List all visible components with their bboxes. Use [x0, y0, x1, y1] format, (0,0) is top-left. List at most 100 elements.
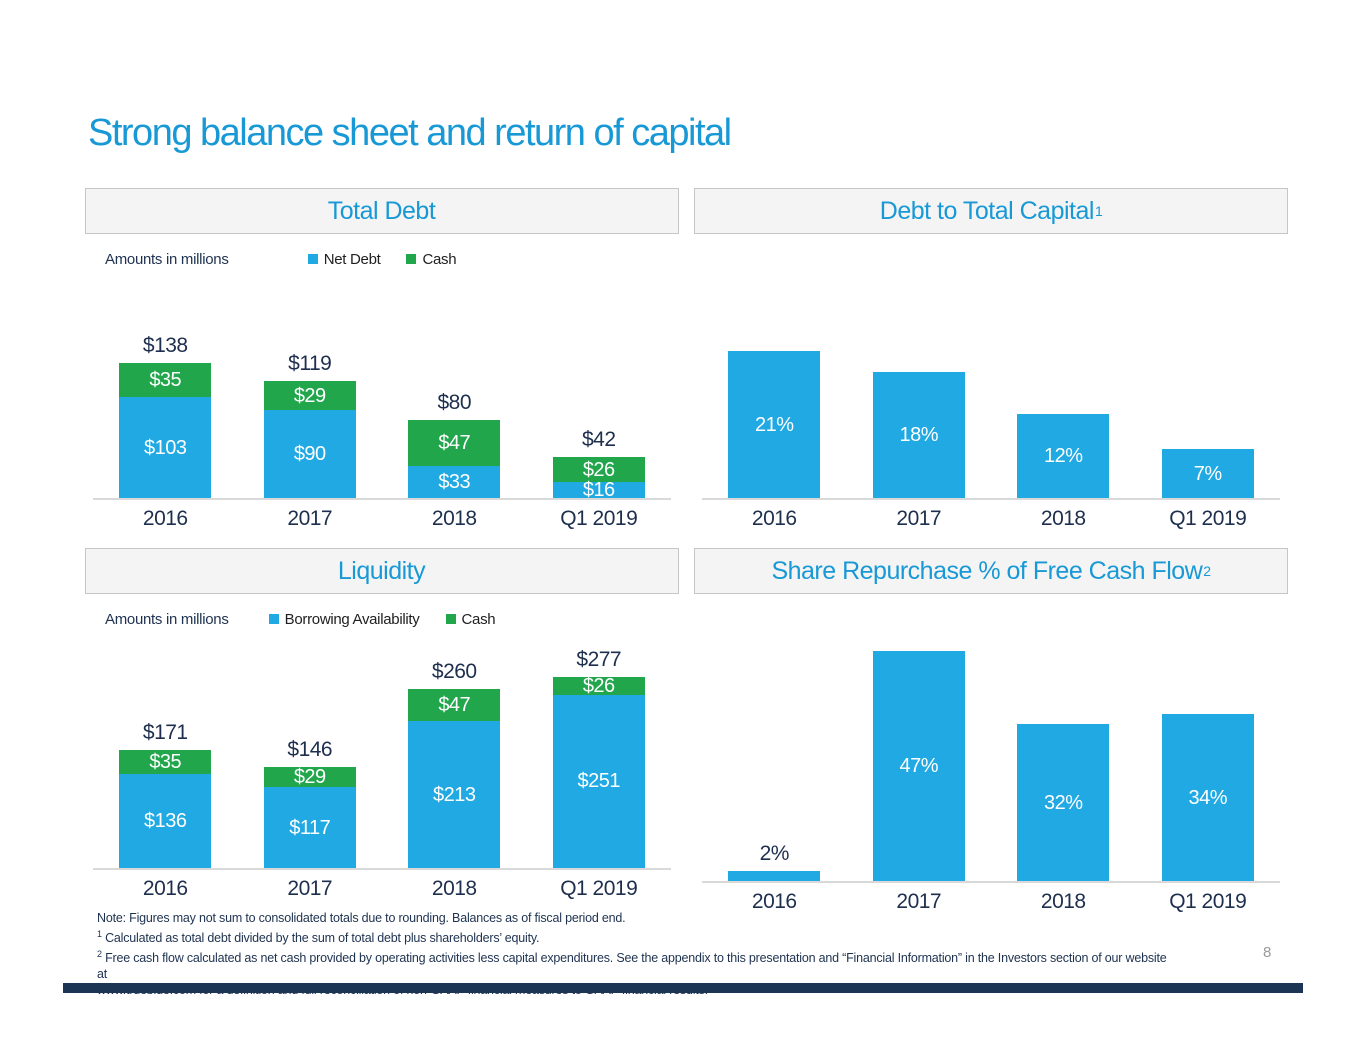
- panel-total-debt: Total Debt Amounts in millions Net Debt …: [85, 188, 679, 531]
- bar-value-label: 47%: [899, 754, 939, 777]
- debt-to-total-capital-x-axis: 2016 2017 2018 Q1 2019: [702, 500, 1280, 531]
- share-repurchase-x-axis: 2016 2017 2018 Q1 2019: [702, 883, 1280, 914]
- bar: $26 $251: [552, 676, 645, 868]
- x-axis-label: 2016: [751, 890, 797, 913]
- bar-group: 47%: [847, 650, 992, 881]
- bar-group: $42 $26 $16: [527, 427, 672, 502]
- bar-segment: $35: [119, 750, 212, 775]
- bar-segment: $251: [552, 694, 645, 868]
- bar-segment-value-label: $251: [577, 770, 621, 793]
- bar-group: 12%: [991, 414, 1136, 498]
- bar-segment: $136: [119, 774, 212, 868]
- bar: $47 $213: [408, 688, 501, 868]
- footnote-2-marker: 2: [97, 949, 102, 960]
- legend-item-cash: Cash: [406, 250, 457, 268]
- bar: $47 $33: [408, 419, 501, 498]
- bar-group: 32%: [991, 724, 1136, 881]
- bar-segment-value-label: $29: [293, 384, 326, 407]
- bar-value-label: 7%: [1193, 462, 1222, 485]
- bar-segment: 12%: [1017, 414, 1110, 498]
- bar: $26 $16: [552, 456, 645, 502]
- x-axis-label: 2016: [142, 877, 188, 900]
- bar-total-label: $80: [437, 390, 472, 414]
- bar-group: $119 $29 $90: [238, 352, 383, 498]
- x-axis-label: 2017: [896, 507, 942, 530]
- page-title: Strong balance sheet and return of capit…: [88, 112, 732, 154]
- bar-total-label: $171: [142, 721, 188, 745]
- x-axis-label: 2016: [142, 507, 188, 530]
- chart-title-text: Debt to Total Capital: [879, 196, 1095, 225]
- bar: [728, 871, 821, 881]
- bar-total-label: 2%: [759, 842, 790, 866]
- bar: 32%: [1017, 724, 1110, 881]
- x-axis-label: Q1 2019: [560, 877, 638, 900]
- legend-item-net-debt: Net Debt: [307, 250, 381, 268]
- bar-value-label: 12%: [1043, 445, 1083, 467]
- legend-label: Net Debt: [323, 250, 381, 268]
- x-axis-label: 2017: [287, 877, 333, 900]
- x-axis-label: 2018: [1040, 507, 1086, 530]
- net-debt-color-chip-icon: [307, 254, 318, 264]
- liquidity-plot: $171 $35 $136 $146 $29 $117 $260 $47 $213 $277 $26…: [93, 630, 671, 870]
- bar-segment: $35: [119, 362, 212, 398]
- bar-group: $277 $26 $251: [527, 648, 672, 868]
- footnote-2-text: Free cash flow calculated as net cash pr…: [97, 951, 1167, 982]
- chart-meta-row: Amounts in millions Borrowing Availabili…: [85, 608, 679, 630]
- panel-share-repurchase: Share Repurchase % of Free Cash Flow 2 2%…: [694, 548, 1288, 914]
- x-axis-label: 2017: [896, 890, 942, 913]
- chart-meta-row: Amounts in millions Net Debt Cash: [85, 248, 679, 270]
- bar: $35 $136: [119, 750, 212, 868]
- legend: Borrowing Availability Cash: [85, 608, 679, 630]
- legend-label: Cash: [422, 250, 457, 268]
- bar-value-label: 34%: [1188, 786, 1228, 809]
- chart-title-liquidity: Liquidity: [85, 548, 679, 594]
- bar-segment: 32%: [1017, 724, 1110, 881]
- x-axis-label: 2018: [431, 877, 477, 900]
- x-axis-label: 2016: [751, 507, 797, 530]
- chart-title-debt-to-total-capital: Debt to Total Capital 1: [694, 188, 1288, 234]
- bar-segment: $29: [263, 381, 356, 410]
- bar: 21%: [728, 351, 821, 498]
- legend-label: Cash: [461, 610, 496, 628]
- legend-label: Borrowing Availability: [284, 610, 420, 628]
- legend-item-cash: Cash: [445, 610, 496, 628]
- bar: 12%: [1017, 414, 1110, 498]
- bar-segment: $33: [408, 465, 501, 498]
- footnote-note: Note: Figures may not sum to consolidate…: [97, 911, 626, 925]
- bar-group: $138 $35 $103: [93, 334, 238, 498]
- bar-segment: [728, 871, 821, 881]
- bar-segment: $16: [552, 479, 645, 502]
- page-number: 8: [1263, 944, 1272, 961]
- bar-group: $146 $29 $117: [238, 738, 383, 868]
- x-axis-label: 2018: [1040, 890, 1086, 913]
- legend: Net Debt Cash: [85, 248, 679, 270]
- bar-group: 18%: [847, 372, 992, 498]
- bar-segment: 7%: [1161, 449, 1254, 498]
- bar-segment: 18%: [872, 372, 965, 498]
- bar-segment-value-label: $16: [582, 479, 615, 502]
- bar-total-label: $42: [581, 427, 616, 451]
- share-repurchase-plot: 2% 47% 32% 34%: [702, 594, 1280, 883]
- chart-title-text: Share Repurchase % of Free Cash Flow: [771, 556, 1203, 585]
- bar-group: 2%: [702, 842, 847, 881]
- bar-total-label: $119: [288, 352, 332, 376]
- bar-group: 34%: [1136, 714, 1281, 881]
- liquidity-x-axis: 2016 2017 2018 Q1 2019: [93, 870, 671, 901]
- bar-segment: 21%: [728, 351, 821, 498]
- bar: $29 $90: [263, 381, 356, 498]
- bar-total-label: $277: [576, 647, 622, 671]
- chart-title-text: Liquidity: [337, 556, 426, 585]
- bar: $29 $117: [263, 767, 356, 868]
- footer-accent-bar: [63, 983, 1303, 993]
- total-debt-plot: $138 $35 $103 $119 $29 $90 $80 $47 $33 $42 $26 $16: [93, 270, 671, 500]
- bar-group: 7%: [1136, 449, 1281, 498]
- bar-total-label: $146: [287, 738, 333, 762]
- cash-color-chip-icon: [445, 614, 456, 624]
- bar-group: $80 $47 $33: [382, 391, 527, 498]
- bar-segment: $103: [119, 397, 212, 498]
- bar-value-label: 32%: [1043, 791, 1083, 814]
- bar-segment-value-label: $117: [289, 816, 331, 839]
- bar-segment: 34%: [1161, 714, 1254, 881]
- debt-to-total-capital-plot: 21% 18% 12% 7%: [702, 234, 1280, 500]
- bar-segment-value-label: $103: [144, 436, 187, 459]
